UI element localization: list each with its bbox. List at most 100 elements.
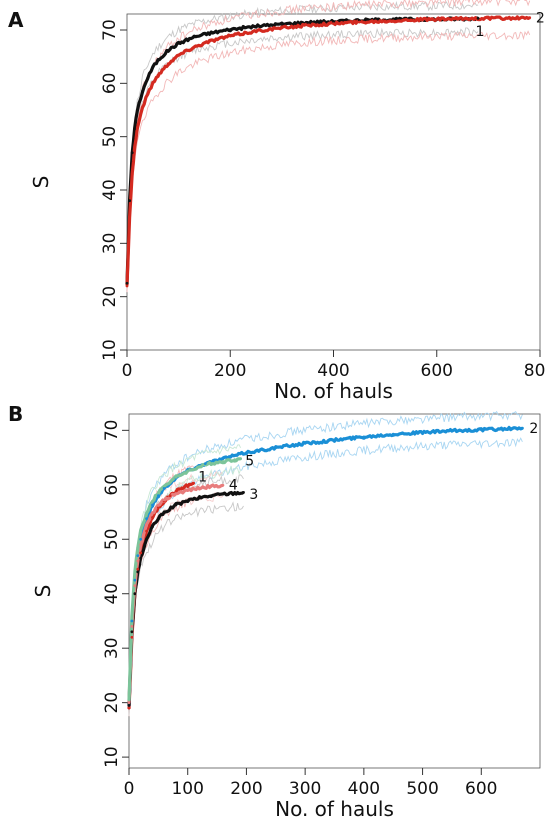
panel-label-b: B <box>8 402 24 426</box>
series-2-point <box>528 16 532 20</box>
series-5-point <box>209 462 213 465</box>
series-3-point <box>198 496 201 500</box>
series-2-point <box>141 105 144 109</box>
series-5-point <box>157 491 160 494</box>
series-5-point <box>239 457 243 461</box>
series-1-point <box>135 108 139 112</box>
series-2-point <box>274 446 278 450</box>
series-1-point <box>128 199 132 203</box>
series-5-point <box>139 529 143 533</box>
series-5-point <box>133 570 137 574</box>
series-1-point <box>151 65 155 69</box>
series-2-point <box>156 73 160 77</box>
series-2-point <box>362 435 366 439</box>
series-2-point <box>151 81 155 85</box>
series-4-point <box>130 625 134 628</box>
series-3-point <box>127 704 131 707</box>
series-1-point <box>476 16 480 20</box>
y-tick-label: 70 <box>102 420 122 442</box>
series-2-point <box>135 127 139 131</box>
x-tick-label: 400 <box>348 779 380 799</box>
series-1-point <box>192 35 196 39</box>
series-1-point <box>139 551 143 555</box>
series-4-line <box>127 483 224 702</box>
series-3-point <box>242 491 245 494</box>
x-tick-label: 0 <box>122 361 133 381</box>
series-2-point <box>133 578 137 582</box>
series-4-point <box>139 543 143 547</box>
series-1-point <box>127 706 131 710</box>
series-3-point <box>136 570 140 574</box>
series-2-point <box>487 16 490 20</box>
y-tick-label: 30 <box>100 233 120 255</box>
series-2-point <box>221 457 225 461</box>
series-1-point <box>157 506 160 510</box>
series-2-point <box>357 20 361 24</box>
y-tick-label: 20 <box>102 692 122 714</box>
series-5-point <box>162 484 166 488</box>
series-3-point <box>151 525 154 529</box>
series-5-point <box>198 465 201 469</box>
series-1-point <box>174 489 178 493</box>
series-3-point <box>139 556 143 560</box>
series-2-point <box>125 284 129 288</box>
series-2-point <box>303 442 307 445</box>
series-3-point <box>209 494 213 498</box>
y-tick-label: 60 <box>102 474 122 496</box>
series-2-point <box>479 428 483 432</box>
series-1-line <box>125 16 479 285</box>
series-1-point <box>177 41 181 45</box>
series-1-point <box>156 59 160 62</box>
x-tick-label: 800 <box>524 361 546 381</box>
series-5-point <box>186 469 190 473</box>
series-1-point <box>145 529 149 533</box>
plot-frame <box>126 13 541 351</box>
series-5-point <box>136 546 140 549</box>
series-2-point <box>391 432 395 436</box>
series-1-point <box>136 567 140 571</box>
series-2-point <box>435 17 439 21</box>
series-4-point <box>136 559 140 563</box>
series-1-point <box>125 281 129 285</box>
end-label-2: 2 <box>529 421 538 437</box>
series-1-envelope <box>126 27 479 290</box>
x-tick-label: 400 <box>317 361 349 381</box>
series-5-point <box>130 614 134 617</box>
series-2-point <box>450 429 454 433</box>
series-1-point <box>254 24 258 28</box>
series-4-point <box>157 504 160 507</box>
series-2-point <box>192 45 196 49</box>
series-2-point <box>333 438 336 442</box>
series-1-point <box>306 21 310 24</box>
series-2-point <box>461 17 464 21</box>
series-5-point <box>145 511 149 515</box>
series-1-point <box>208 31 212 35</box>
series-5-point <box>151 499 154 503</box>
series-3-point <box>162 511 166 514</box>
series-2-point <box>280 26 284 30</box>
series-1-point <box>146 76 150 80</box>
chart-a: 10 20 30 40 50 60 70 0 200 400 600 800 No. of hauls S… <box>29 0 546 403</box>
series-2-point <box>306 23 310 27</box>
chart-b: 10 20 30 40 50 60 70 0 100 200 300 400 500 600 No. of … <box>31 410 541 821</box>
x-tick-label: 0 <box>124 779 135 799</box>
series-4-point <box>209 485 213 488</box>
series-1-line <box>127 481 195 709</box>
series-3-point <box>186 499 190 502</box>
series-1-envelope <box>128 497 194 717</box>
series-2-point <box>145 517 149 520</box>
plot-frame <box>128 413 541 769</box>
series-2-point <box>521 426 524 430</box>
series-3-point <box>133 592 137 596</box>
series-2-point <box>409 18 413 22</box>
series-3-point <box>145 537 149 541</box>
series-2-point <box>245 451 248 455</box>
end-label-4: 4 <box>229 477 238 493</box>
x-axis-title: No. of hauls <box>274 379 393 403</box>
series-2-envelope <box>126 0 531 273</box>
x-tick-label: 200 <box>230 779 262 799</box>
series-2-point <box>133 145 137 149</box>
series-2-point <box>130 172 134 176</box>
panel-a: A 10 20 30 40 50 60 70 0 200 400 600 800 No. of haul… <box>0 0 546 408</box>
y-axis-title: S <box>29 176 53 189</box>
